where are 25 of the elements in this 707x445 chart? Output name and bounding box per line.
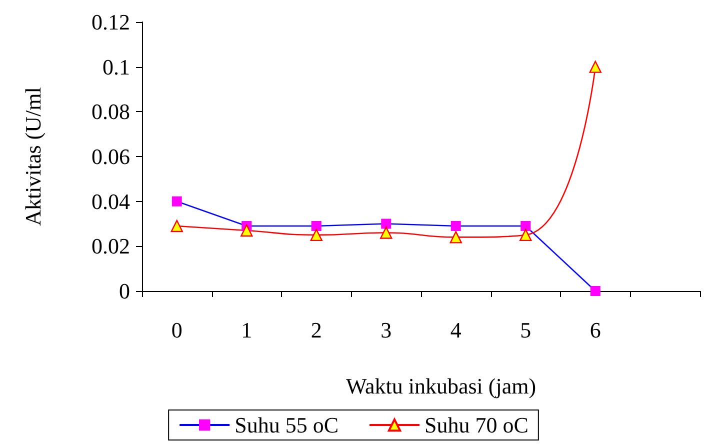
point <box>450 231 462 244</box>
y-tick-label: 0.04 <box>92 188 130 214</box>
y-tick-label: 0.06 <box>92 144 130 169</box>
legend-label: Suhu 70 oC <box>424 412 528 438</box>
x-tick-label: 6 <box>590 318 601 342</box>
y-tick-label: 0.12 <box>92 10 130 34</box>
x-tick-label: 3 <box>380 318 392 342</box>
point <box>170 220 183 232</box>
point <box>520 228 532 242</box>
point <box>310 228 322 242</box>
y-tick-label: 0.02 <box>92 234 130 259</box>
x-tick-label: 5 <box>520 318 532 342</box>
y-axis-title: Aktivitas (U/ml <box>20 87 46 226</box>
x-axis-title: Waktu inkubasi (jam) <box>346 374 536 398</box>
x-tick-label: 2 <box>310 318 322 342</box>
point <box>240 224 253 237</box>
point <box>589 60 602 73</box>
y-tick-label: 0.1 <box>102 54 130 80</box>
x-tick-label: 4 <box>450 318 462 342</box>
point <box>380 226 392 239</box>
y-tick-label: 0 <box>119 278 130 304</box>
legend-label: Suhu 55 oC <box>234 412 339 438</box>
x-tick-label: 0 <box>171 318 182 342</box>
x-tick-label: 1 <box>241 318 252 342</box>
y-tick-label: 0.08 <box>92 99 130 124</box>
